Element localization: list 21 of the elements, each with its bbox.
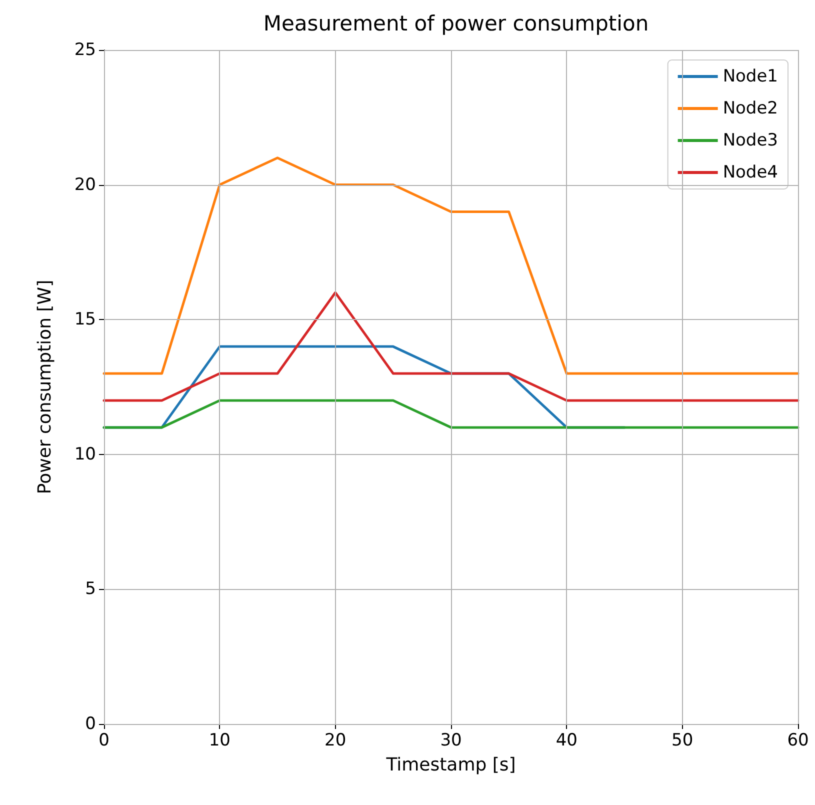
x-tick-label: 50 <box>672 730 694 750</box>
y-tick-label: 25 <box>74 40 96 60</box>
y-tick-label: 15 <box>74 310 96 330</box>
legend-label: Node4 <box>722 162 778 182</box>
chart-title: Measurement of power consumption <box>263 12 649 36</box>
y-tick-label: 0 <box>85 714 96 734</box>
legend-label: Node1 <box>722 66 778 86</box>
y-tick-label: 5 <box>85 579 96 600</box>
x-tick-label: 60 <box>787 730 809 750</box>
x-tick-label: 0 <box>98 730 110 750</box>
line-series <box>102 156 800 375</box>
x-tick-label: 10 <box>208 730 230 750</box>
x-tick-label: 40 <box>556 730 578 750</box>
legend-label: Node2 <box>722 98 778 118</box>
x-axis-title: Timestamp [s] <box>385 754 516 776</box>
x-tick-label: 20 <box>324 730 346 750</box>
x-tick-label: 30 <box>440 730 462 750</box>
legend-label: Node3 <box>722 130 778 150</box>
y-axis-title: Power consumption [W] <box>34 280 56 494</box>
y-tick-label: 20 <box>74 174 96 195</box>
y-tick-label: 10 <box>74 444 96 464</box>
